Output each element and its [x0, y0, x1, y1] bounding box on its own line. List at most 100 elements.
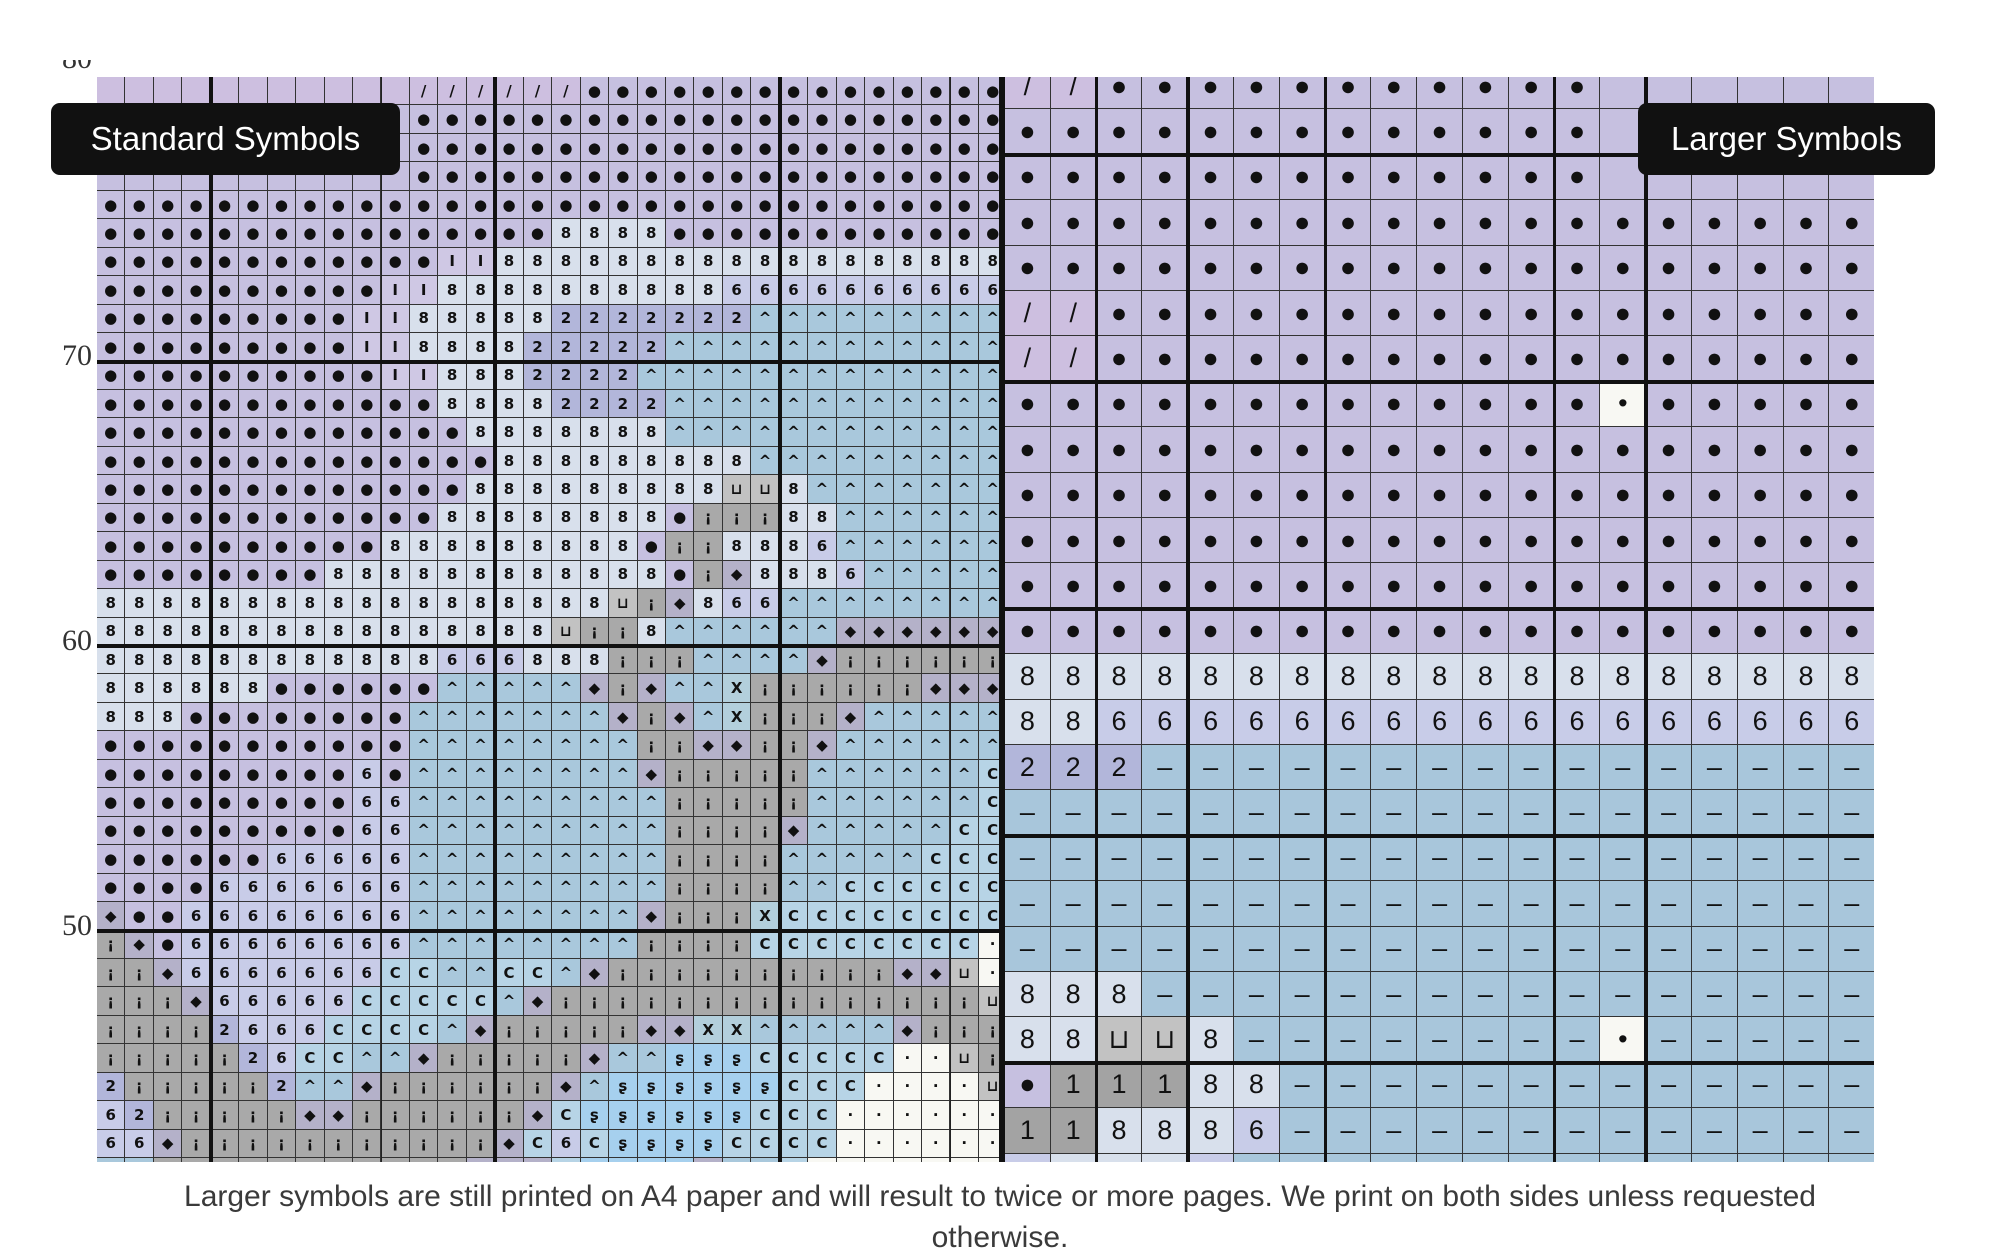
- pattern-cell: ¡: [438, 1101, 467, 1130]
- pattern-cell: 8: [523, 503, 553, 533]
- pattern-cell: ●: [182, 532, 211, 561]
- pattern-cell: ●: [239, 389, 268, 419]
- pattern-cell: ●: [1096, 381, 1143, 428]
- pattern-cell: 8: [97, 702, 126, 732]
- pattern-cell: ●: [267, 475, 297, 504]
- pattern-cell: ●: [1463, 245, 1509, 291]
- pattern-cell: –: [1554, 1062, 1601, 1109]
- pattern-cell: ●: [1371, 472, 1418, 518]
- pattern-cell: ¡: [637, 958, 666, 988]
- pattern-cell: 8: [353, 560, 382, 590]
- pattern-cell: ^: [836, 816, 866, 846]
- pattern-cell: ●: [182, 190, 211, 220]
- pattern-cell: 8: [637, 617, 666, 646]
- pattern-cell: ●: [552, 162, 581, 191]
- pattern-cell: ●: [239, 333, 268, 362]
- pattern-cell: ^: [637, 788, 666, 817]
- pattern-cell: ^: [978, 532, 1001, 561]
- pattern-cell: 8: [97, 589, 126, 618]
- pattern-cell: 2: [523, 333, 553, 362]
- pattern-cell: ^: [950, 389, 979, 419]
- pattern-cell: ●: [950, 77, 979, 106]
- pattern-cell: C: [438, 987, 467, 1016]
- pattern-cell: ●: [1142, 427, 1189, 473]
- pattern-cell: ●: [125, 845, 154, 874]
- pattern-cell: ^: [97, 1158, 126, 1162]
- pattern-cell: ●: [1188, 200, 1234, 246]
- pattern-cell: ●: [210, 219, 240, 248]
- pattern-cell: –: [1325, 1108, 1372, 1154]
- pattern-cell: ¡: [722, 873, 752, 903]
- pattern-cell: ^: [409, 845, 439, 874]
- pattern-cell: ¡: [694, 902, 723, 931]
- pattern-cell: ●: [1096, 472, 1143, 518]
- pattern-cell: 6: [552, 1129, 581, 1159]
- pattern-cell: ●: [1279, 77, 1326, 110]
- pattern-cell: C: [523, 958, 553, 988]
- grid-major-line: [97, 644, 1001, 648]
- pattern-cell: 8: [637, 219, 666, 248]
- pattern-cell: [267, 77, 297, 106]
- pattern-cell: 2: [580, 304, 610, 334]
- pattern-cell: ●: [381, 702, 410, 732]
- pattern-cell: ◆: [808, 731, 837, 760]
- pattern-cell: ●: [210, 759, 240, 789]
- pattern-cell: [381, 77, 410, 106]
- pattern-cell: ●: [1463, 608, 1509, 655]
- pattern-cell: ●: [552, 133, 581, 163]
- pattern-cell: 8: [552, 532, 581, 561]
- pattern-cell: ●: [1234, 518, 1280, 564]
- pattern-cell: 8: [1050, 699, 1097, 745]
- pattern-cell: ●: [409, 503, 439, 533]
- pattern-cell: ʂ: [694, 1129, 723, 1159]
- pattern-cell: ●: [125, 418, 154, 447]
- pattern-cell: 8: [1050, 654, 1097, 700]
- pattern-cell: 8: [552, 560, 581, 590]
- pattern-cell: ·: [922, 1101, 951, 1130]
- pattern-cell: ●: [409, 247, 439, 277]
- pattern-cell: ^: [580, 873, 610, 903]
- pattern-cell: –: [1692, 881, 1738, 927]
- pattern-cell: –: [1371, 1153, 1418, 1162]
- pattern-cell: 2: [239, 1044, 268, 1073]
- pattern-cell: –: [1508, 790, 1555, 836]
- pattern-cell: ^: [296, 1072, 325, 1102]
- pattern-cell: ^: [609, 1044, 638, 1073]
- grid-major-line: [1323, 77, 1328, 1162]
- pattern-cell: ·: [893, 1044, 923, 1073]
- pattern-cell: ●: [1325, 518, 1372, 564]
- pattern-cell: ●: [324, 674, 354, 703]
- pattern-cell: 8: [1508, 654, 1555, 700]
- pattern-cell: 8: [1096, 972, 1143, 1018]
- pattern-cell: ●: [1188, 427, 1234, 473]
- pattern-cell: ●: [267, 532, 297, 561]
- pattern-cell: ¡: [751, 731, 780, 760]
- pattern-cell: ^: [580, 702, 610, 732]
- pattern-cell: C: [779, 1101, 809, 1130]
- pattern-cell: ¡: [324, 1158, 354, 1162]
- grid-major-line: [1005, 380, 1874, 384]
- pattern-cell: ●: [950, 133, 979, 163]
- pattern-cell: ●: [353, 731, 382, 760]
- pattern-cell: –: [1829, 1108, 1874, 1154]
- pattern-cell: 8: [637, 503, 666, 533]
- pattern-cell: –: [1829, 972, 1874, 1018]
- pattern-cell: 1: [1142, 1062, 1189, 1109]
- pattern-cell: –: [1783, 1017, 1830, 1063]
- pattern-cell: ·: [893, 1158, 923, 1162]
- pattern-cell: 8: [1188, 1108, 1234, 1154]
- pattern-cell: ^: [552, 930, 581, 959]
- pattern-cell: ⊔: [950, 958, 979, 988]
- pattern-cell: 8: [438, 333, 467, 362]
- pattern-cell: ●: [97, 560, 126, 590]
- pattern-cell: –: [1234, 745, 1280, 791]
- pattern-cell: 8: [552, 276, 581, 305]
- pattern-cell: C: [751, 930, 780, 959]
- pattern-cell: ●: [1508, 563, 1555, 609]
- pattern-cell: 6: [1737, 699, 1784, 745]
- pattern-cell: ^: [950, 702, 979, 732]
- pattern-cell: ^: [779, 446, 809, 476]
- pattern-cell: 8: [1188, 1017, 1234, 1063]
- pattern-cell: 6: [353, 816, 382, 846]
- pattern-cell: ●: [637, 190, 666, 220]
